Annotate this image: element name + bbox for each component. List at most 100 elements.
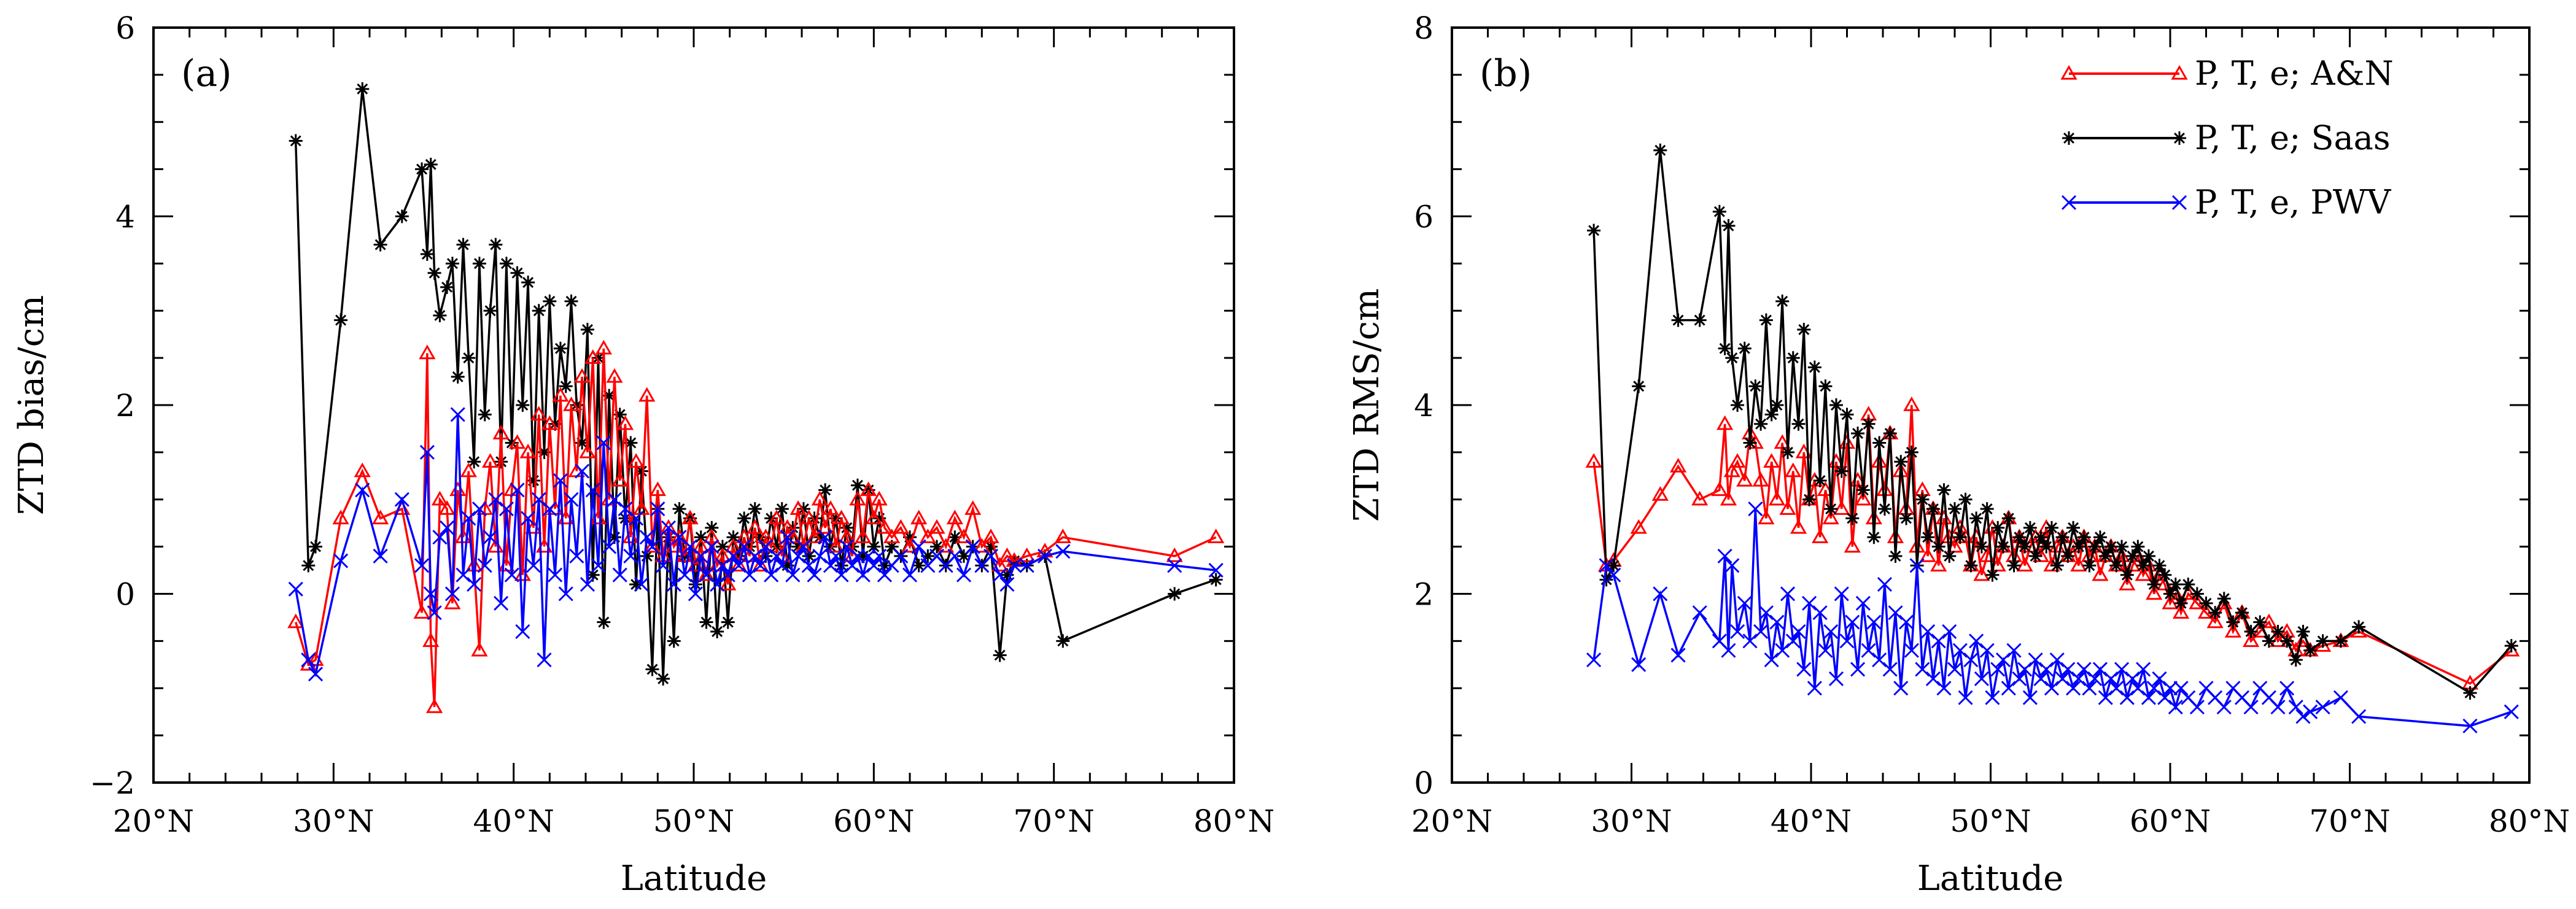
data-point-p-t-e-pwv-a (612, 567, 627, 582)
data-point-p-t-e-saas-b (2120, 568, 2134, 582)
data-point-p-t-e-saas-b (2463, 686, 2477, 700)
y-tick-label-b: 6 (1414, 199, 1433, 235)
data-point-p-t-e-saas-b (2082, 559, 2097, 573)
data-point-p-t-e-saas-a (301, 559, 316, 573)
data-point-p-t-e-pwv-b (1586, 652, 1602, 668)
data-point-p-t-e-saas-b (1969, 511, 1984, 525)
data-point-p-t-e-pwv-a (373, 548, 388, 564)
data-point-p-t-e-a-n-b (1779, 500, 1796, 515)
data-point-p-t-e-saas-a (877, 559, 891, 573)
data-point-p-t-e-a-n-a (919, 528, 936, 543)
data-point-p-t-e-pwv-a (515, 624, 530, 640)
data-point-p-t-e-saas-b (1964, 559, 1978, 573)
data-point-p-t-e-saas-b (1883, 427, 1897, 441)
data-point-p-t-e-pwv-b (2333, 690, 2348, 705)
data-point-p-t-e-a-n-a (481, 453, 499, 468)
data-point-p-t-e-pwv-b (1812, 605, 1828, 621)
data-point-p-t-e-pwv-b (1931, 633, 1946, 649)
data-point-p-t-e-pwv-b (1952, 643, 1968, 658)
y-ticks-a: −2 0 2 4 6 (90, 10, 1234, 801)
data-point-p-t-e-pwv-a (488, 492, 503, 507)
data-point-p-t-e-pwv-a (596, 435, 611, 451)
data-point-p-t-e-pwv-b (1606, 567, 1621, 582)
data-point-p-t-e-a-n-a (805, 528, 823, 543)
data-point-p-t-e-a-n-b (1930, 557, 1947, 572)
data-point-p-t-e-saas-a (930, 540, 944, 554)
data-point-p-t-e-pwv-b (1730, 624, 1745, 640)
data-point-p-t-e-pwv-a (564, 492, 579, 507)
data-point-p-t-e-pwv-b (1791, 624, 1806, 640)
data-point-p-t-e-saas-a (993, 648, 1007, 662)
data-point-p-t-e-pwv-a (715, 558, 730, 573)
data-point-p-t-e-saas-b (2109, 559, 2124, 573)
data-point-p-t-e-pwv-b (2173, 681, 2189, 696)
data-point-p-t-e-pwv-b (1882, 662, 1898, 677)
data-point-p-t-e-pwv-b (2049, 652, 2065, 668)
legend-marker-saas (2062, 131, 2186, 145)
data-point-p-t-e-pwv-a (720, 567, 735, 582)
data-point-p-t-e-a-n-b (1844, 538, 1861, 553)
data-point-p-t-e-pwv-b (1631, 657, 1647, 672)
data-point-p-t-e-saas-b (2199, 596, 2213, 610)
data-point-p-t-e-saas-b (2093, 530, 2107, 544)
data-point-p-t-e-a-n-a (855, 528, 872, 543)
data-point-p-t-e-a-n-b (1822, 509, 1839, 525)
data-point-p-t-e-saas-b (1953, 530, 1967, 544)
data-point-p-t-e-pwv-a (521, 511, 536, 526)
data-point-p-t-e-a-n-b (1941, 528, 1958, 543)
data-point-p-t-e-pwv-b (2119, 690, 2135, 705)
data-point-p-t-e-saas-b (2104, 540, 2118, 554)
data-point-p-t-e-pwv-b (1780, 586, 1796, 601)
y-tick-label-a: 2 (115, 388, 135, 424)
data-point-p-t-e-pwv-b (1909, 558, 1925, 573)
data-point-p-t-e-pwv-b (1936, 681, 1952, 696)
data-point-p-t-e-a-n-b (1973, 566, 1990, 581)
data-point-p-t-e-pwv-a (504, 567, 519, 582)
data-point-p-t-e-pwv-a (494, 595, 509, 611)
legend-marker-point (2171, 64, 2188, 80)
data-point-p-t-e-pwv-a (855, 567, 871, 582)
data-point-p-t-e-a-n-a (460, 462, 477, 478)
data-point-p-t-e-saas-a (510, 266, 524, 280)
x-ticks-a: 20°N 30°N 40°N 50°N 60°N 70°N 80°N (113, 28, 1274, 839)
data-point-p-t-e-saas-a (737, 511, 751, 525)
data-point-p-t-e-pwv-b (2022, 690, 2038, 705)
data-point-p-t-e-pwv-a (764, 567, 779, 582)
data-point-p-t-e-pwv-a (1167, 558, 1182, 573)
data-point-p-t-e-a-n-a (1018, 547, 1036, 562)
data-point-p-t-e-saas-b (2352, 620, 2366, 634)
x-tick-label-a: 70°N (1013, 803, 1094, 839)
data-point-p-t-e-pwv-a (845, 558, 860, 573)
data-point-p-t-e-pwv-a (947, 548, 963, 564)
data-point-p-t-e-saas-a (834, 559, 848, 573)
data-point-p-t-e-pwv-a (510, 482, 525, 498)
data-point-p-t-e-a-n-b (1817, 481, 1834, 497)
data-point-p-t-e-pwv-a (677, 567, 692, 582)
data-point-p-t-e-saas-a (796, 502, 810, 516)
data-point-p-t-e-a-n-a (973, 538, 990, 553)
data-point-p-t-e-saas-a (823, 540, 837, 554)
data-point-p-t-e-pwv-b (2303, 704, 2318, 719)
data-point-p-t-e-saas-b (2034, 530, 2048, 544)
data-point-p-t-e-a-n-a (541, 415, 558, 430)
data-point-p-t-e-saas-a (415, 162, 429, 176)
data-point-p-t-e-pwv-b (2082, 681, 2097, 696)
data-point-p-t-e-pwv-b (2071, 671, 2086, 686)
data-point-p-t-e-a-n-b (1790, 519, 1807, 534)
data-point-p-t-e-a-n-a (778, 519, 796, 534)
data-point-p-t-e-pwv-a (726, 548, 741, 564)
data-point-p-t-e-saas-a (705, 520, 719, 535)
data-point-p-t-e-a-n-a (1054, 528, 1071, 543)
data-point-p-t-e-saas-a (472, 257, 486, 271)
data-point-p-t-e-pwv-b (2270, 699, 2286, 715)
data-point-p-t-e-a-n-b (1729, 453, 1746, 468)
data-point-p-t-e-saas-a (1056, 634, 1070, 648)
data-point-p-t-e-pwv-a (623, 548, 638, 564)
data-point-p-t-e-pwv-b (2295, 709, 2311, 724)
data-point-p-t-e-saas-a (467, 455, 481, 469)
data-point-p-t-e-saas-b (1937, 483, 1951, 497)
data-point-p-t-e-pwv-a (569, 548, 584, 564)
data-point-p-t-e-saas-a (726, 530, 740, 544)
data-point-p-t-e-a-n-a (946, 509, 963, 525)
data-point-p-t-e-saas-a (395, 209, 409, 223)
